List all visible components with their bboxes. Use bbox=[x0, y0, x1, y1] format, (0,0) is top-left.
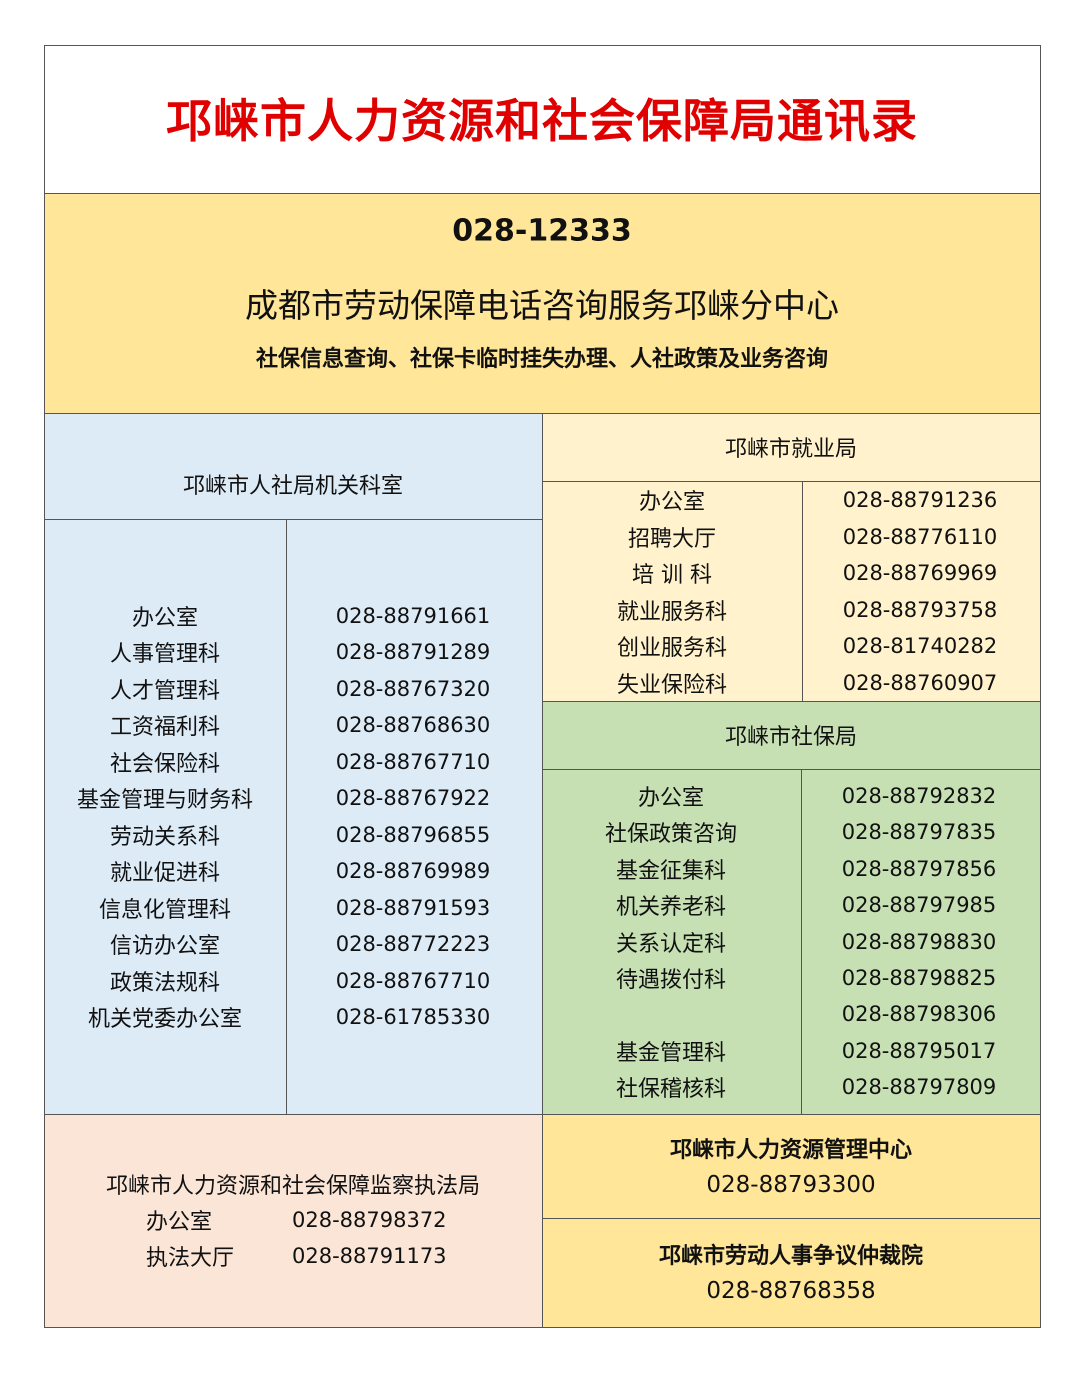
phone-number: 028-88795017 bbox=[841, 1038, 997, 1063]
bureau-header: 邛崃市人社局机关科室 bbox=[182, 474, 404, 499]
arbitration-phone: 028-88768358 bbox=[706, 1278, 876, 1304]
dept-name: 信息化管理科 bbox=[98, 897, 232, 923]
phone-number: 028-88797856 bbox=[841, 856, 997, 881]
dept-name: 待遇拨付科 bbox=[615, 968, 727, 993]
dept-name: 培 训 科 bbox=[632, 563, 712, 589]
inspection-phone: 028-88798372 bbox=[292, 1208, 447, 1232]
phone-number: 028-88798306 bbox=[841, 1002, 997, 1027]
phone-number: 028-88798825 bbox=[841, 966, 997, 990]
dept-name: 社会保险科 bbox=[109, 751, 221, 777]
hotline-name: 成都市劳动保障电话咨询服务邛崃分中心 bbox=[245, 286, 839, 325]
phone-number: 028-88797835 bbox=[841, 820, 997, 845]
dept-name: 办公室 bbox=[637, 786, 705, 811]
social-security-header: 邛崃市社保局 bbox=[724, 725, 858, 750]
dept-name: 创业服务科 bbox=[616, 636, 728, 662]
arbitration-name: 邛崃市劳动人事争议仲裁院 bbox=[658, 1243, 924, 1269]
inspection-section bbox=[45, 1114, 543, 1327]
phone-number: 028-88797985 bbox=[841, 893, 997, 918]
dept-name: 社保稽核科 bbox=[615, 1077, 727, 1103]
dept-name: 信访办公室 bbox=[109, 934, 221, 960]
phone-number: 028-88797809 bbox=[841, 1075, 997, 1100]
phone-number: 028-88793758 bbox=[842, 597, 998, 622]
hr-center-phone: 028-88793300 bbox=[706, 1172, 876, 1198]
phone-number: 028-88772223 bbox=[335, 932, 491, 957]
dept-name: 机关党委办公室 bbox=[87, 1006, 243, 1032]
dept-name: 基金管理科 bbox=[615, 1040, 727, 1066]
hotline-services: 社保信息查询、社保卡临时挂失办理、人社政策及业务咨询 bbox=[255, 346, 829, 372]
phone-number: 028-88798830 bbox=[841, 929, 997, 954]
dept-name: 就业服务科 bbox=[616, 599, 728, 625]
phone-number: 028-88792832 bbox=[841, 784, 997, 808]
dept-name: 社保政策咨询 bbox=[604, 822, 738, 848]
employment-section bbox=[543, 413, 1040, 701]
dept-name: 办公室 bbox=[131, 606, 199, 631]
inspection-dept: 办公室 bbox=[146, 1210, 213, 1235]
hotline-number: 028-12333 bbox=[452, 213, 632, 249]
phone-number: 028-88791593 bbox=[335, 895, 491, 920]
hr-center-section bbox=[543, 1114, 1040, 1327]
hr-center-name: 邛崃市人力资源管理中心 bbox=[669, 1137, 913, 1163]
dept-name: 基金征集科 bbox=[615, 858, 727, 884]
phone-number: 028-88791289 bbox=[335, 640, 491, 665]
dept-name: 失业保险科 bbox=[616, 673, 728, 698]
dept-name: 就业促进科 bbox=[109, 861, 221, 887]
phone-number: 028-88796855 bbox=[335, 822, 491, 847]
dept-name: 基金管理与财务科 bbox=[76, 788, 254, 814]
phone-number: 028-88768630 bbox=[335, 713, 491, 738]
phone-number: 028-88776110 bbox=[842, 524, 998, 549]
dept-name: 人才管理科 bbox=[109, 678, 221, 704]
directory-sheet bbox=[44, 45, 1041, 1328]
dept-name: 办公室 bbox=[638, 490, 706, 515]
phone-number: 028-88791661 bbox=[335, 604, 491, 628]
dept-name: 招聘大厅 bbox=[627, 526, 717, 552]
phone-number: 028-88760907 bbox=[842, 671, 998, 695]
inspection-dept: 执法大厅 bbox=[146, 1246, 235, 1271]
phone-number: 028-88769989 bbox=[335, 859, 491, 884]
hotline-section bbox=[45, 193, 1040, 413]
phone-number: 028-88767320 bbox=[335, 676, 491, 701]
dept-name: 机关养老科 bbox=[615, 895, 727, 921]
phone-number: 028-88769969 bbox=[842, 561, 998, 586]
inspection-phone: 028-88791173 bbox=[292, 1244, 447, 1268]
dept-name: 政策法规科 bbox=[109, 970, 221, 996]
page-title: 邛崃市人力资源和社会保障局通讯录 bbox=[166, 94, 918, 148]
dept-name: 人事管理科 bbox=[109, 642, 221, 668]
dept-name: 关系认定科 bbox=[615, 931, 727, 957]
phone-number: 028-88767710 bbox=[335, 968, 491, 993]
dept-name: 劳动关系科 bbox=[109, 824, 221, 850]
dept-name: 工资福利科 bbox=[109, 715, 221, 741]
phone-number: 028-81740282 bbox=[842, 634, 998, 659]
inspection-header: 邛崃市人力资源和社会保障监察执法局 bbox=[105, 1174, 481, 1199]
title-section bbox=[45, 46, 1040, 193]
phone-number: 028-88767922 bbox=[335, 786, 491, 811]
employment-header: 邛崃市就业局 bbox=[724, 437, 858, 462]
phone-number: 028-88791236 bbox=[842, 488, 998, 512]
bureau-section bbox=[45, 413, 543, 1114]
phone-number: 028-61785330 bbox=[335, 1004, 491, 1029]
phone-number: 028-88767710 bbox=[335, 749, 491, 774]
